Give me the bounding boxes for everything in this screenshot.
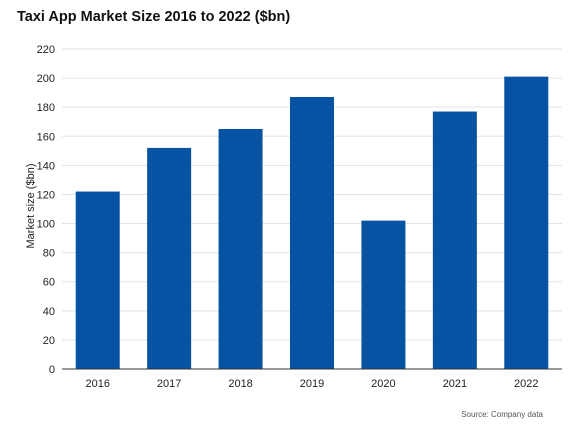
bar-2022: [504, 76, 549, 370]
y-tick-label: 40: [43, 306, 55, 318]
y-tick-label: 140: [37, 160, 55, 172]
source-note: Source: Company data: [461, 410, 543, 419]
bar-2021: [432, 111, 477, 369]
y-tick-label: 100: [37, 219, 55, 231]
x-tick-label: 2020: [371, 378, 395, 390]
bar-2020: [361, 220, 406, 369]
x-tick-label: 2019: [300, 378, 324, 390]
y-tick-label: 220: [37, 44, 55, 56]
y-tick-label: 80: [43, 248, 55, 260]
y-tick-label: 180: [37, 102, 55, 114]
x-tick-label: 2021: [443, 378, 467, 390]
x-axis-ticks: 2016 2017 2018 2019 2020 2021 2022: [85, 378, 538, 390]
x-tick-label: 2022: [514, 378, 538, 390]
y-tick-label: 60: [43, 277, 55, 289]
y-axis-ticks: 0 20 40 60 80 100 120 140 160 180 200 220: [37, 44, 55, 376]
y-tick-label: 200: [37, 73, 55, 85]
y-tick-label: 160: [37, 131, 55, 143]
chart-title: Taxi App Market Size 2016 to 2022 ($bn): [17, 9, 291, 25]
x-tick-label: 2016: [85, 378, 109, 390]
x-tick-label: 2017: [157, 378, 181, 390]
bar-2018: [218, 129, 263, 369]
bar-2016: [75, 191, 120, 369]
bar-2017: [147, 147, 192, 369]
y-tick-label: 20: [43, 335, 55, 347]
y-tick-label: 0: [49, 364, 55, 376]
x-tick-label: 2018: [228, 378, 252, 390]
bars: [75, 76, 549, 370]
y-tick-label: 120: [37, 189, 55, 201]
bar-2019: [290, 97, 334, 369]
